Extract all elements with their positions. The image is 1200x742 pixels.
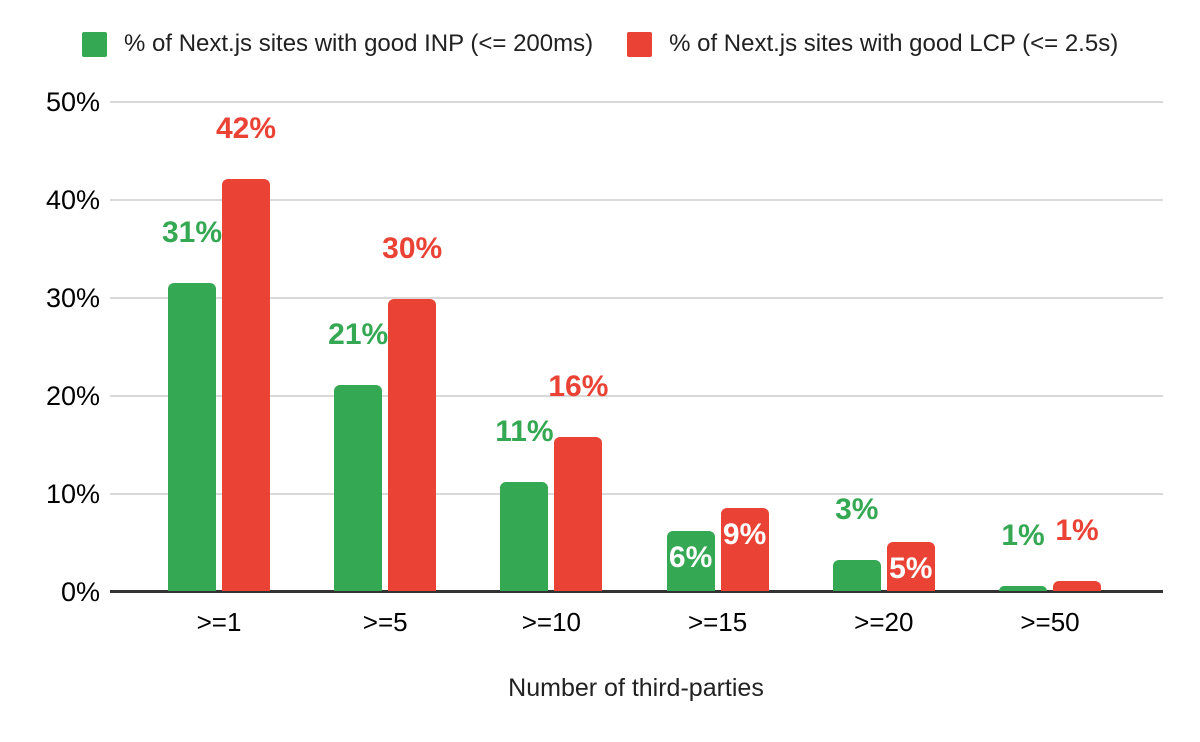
gridline xyxy=(110,297,1163,299)
bar-lcp-gege20 xyxy=(886,542,935,591)
legend-label-inp: % of Next.js sites with good INP (<= 200… xyxy=(124,30,594,57)
x-tick-label: >=15 xyxy=(687,607,748,637)
x-tick-label: >=1 xyxy=(196,607,242,637)
x-tick-label: >=5 xyxy=(362,607,408,637)
x-axis-line xyxy=(110,590,1163,593)
legend-swatch-inp-icon xyxy=(82,31,107,57)
gridline xyxy=(110,101,1163,103)
x-tick-label: >=10 xyxy=(521,607,582,637)
bar-inp-gege20 xyxy=(832,559,881,591)
x-tick-label: >=50 xyxy=(1020,607,1080,637)
x-tick-label: >=20 xyxy=(854,607,914,637)
y-tick-label: 10% xyxy=(45,479,100,509)
legend-item-lcp: % of Next.js sites with good LCP (<= 2.5… xyxy=(627,30,1118,58)
y-tick-label: 50% xyxy=(45,87,100,117)
bar-inp-gege1 xyxy=(168,283,216,591)
chart-legend: % of Next.js sites with good INP (<= 200… xyxy=(82,30,1118,58)
data-label: 16% xyxy=(548,370,609,404)
gridline xyxy=(110,395,1163,397)
data-label: 31% xyxy=(161,216,223,250)
legend-item-inp: % of Next.js sites with good INP (<= 200… xyxy=(82,30,593,58)
bar-lcp-gege5 xyxy=(388,298,437,591)
bar-inp-gege15 xyxy=(666,531,715,591)
y-tick-label: 20% xyxy=(45,381,100,411)
bar-inp-gege10 xyxy=(500,482,549,591)
y-tick-label: 30% xyxy=(45,283,100,313)
data-label: 11% xyxy=(495,415,554,449)
gridline xyxy=(110,493,1163,495)
data-label: 1% xyxy=(1055,514,1099,548)
data-label: 9% xyxy=(722,517,767,551)
bar-lcp-gege15 xyxy=(720,507,769,591)
bar-inp-gege50 xyxy=(999,586,1047,591)
data-label: 21% xyxy=(328,318,389,352)
bar-inp-gege5 xyxy=(334,385,383,591)
y-tick-label: 40% xyxy=(45,185,100,215)
legend-label-lcp: % of Next.js sites with good LCP (<= 2.5… xyxy=(669,30,1119,57)
bar-lcp-gege10 xyxy=(554,437,603,591)
data-label: 1% xyxy=(1001,519,1045,553)
data-label: 30% xyxy=(382,231,443,265)
legend-swatch-lcp-icon xyxy=(627,31,653,57)
data-label: 42% xyxy=(215,112,277,146)
y-tick-label: 0% xyxy=(60,577,100,607)
bar-lcp-gege50 xyxy=(1053,581,1101,591)
data-label: 6% xyxy=(668,541,713,575)
gridline xyxy=(110,199,1163,201)
x-axis-title: Number of third-parties xyxy=(508,674,764,702)
bar-lcp-gege1 xyxy=(222,179,270,591)
data-label: 5% xyxy=(889,552,933,585)
data-label: 3% xyxy=(835,492,879,526)
